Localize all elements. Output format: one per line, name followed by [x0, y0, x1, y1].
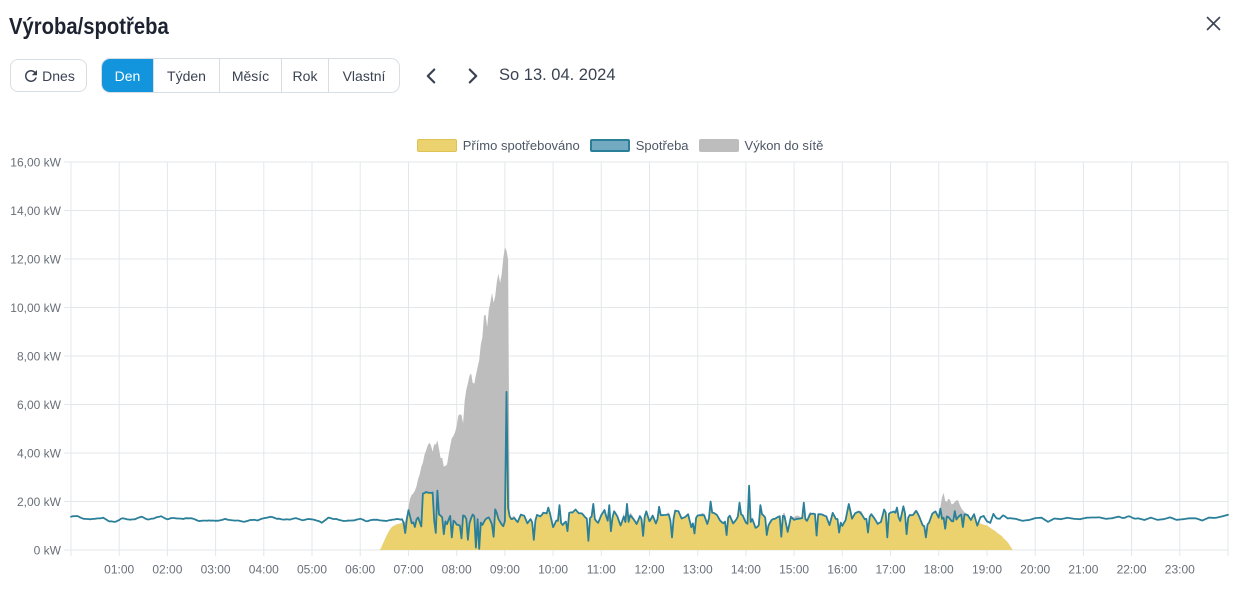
svg-text:08:00: 08:00 — [442, 562, 472, 576]
svg-text:8,00 kW: 8,00 kW — [17, 350, 62, 364]
svg-text:17:00: 17:00 — [875, 562, 905, 576]
svg-text:06:00: 06:00 — [345, 562, 375, 576]
svg-text:19:00: 19:00 — [972, 562, 1002, 576]
svg-text:4,00 kW: 4,00 kW — [17, 447, 62, 461]
svg-text:04:00: 04:00 — [249, 562, 279, 576]
svg-text:21:00: 21:00 — [1068, 562, 1098, 576]
svg-text:13:00: 13:00 — [683, 562, 713, 576]
svg-text:07:00: 07:00 — [393, 562, 423, 576]
svg-text:2,00 kW: 2,00 kW — [17, 495, 62, 509]
svg-text:12,00 kW: 12,00 kW — [10, 253, 61, 267]
svg-text:15:00: 15:00 — [779, 562, 809, 576]
svg-text:18:00: 18:00 — [924, 562, 954, 576]
svg-text:14,00 kW: 14,00 kW — [10, 204, 61, 218]
svg-text:16:00: 16:00 — [827, 562, 857, 576]
svg-text:09:00: 09:00 — [490, 562, 520, 576]
svg-text:10:00: 10:00 — [538, 562, 568, 576]
svg-text:0 kW: 0 kW — [34, 544, 62, 558]
svg-text:12:00: 12:00 — [634, 562, 664, 576]
svg-text:01:00: 01:00 — [104, 562, 134, 576]
svg-text:20:00: 20:00 — [1020, 562, 1050, 576]
svg-text:05:00: 05:00 — [297, 562, 327, 576]
svg-text:22:00: 22:00 — [1117, 562, 1147, 576]
svg-text:10,00 kW: 10,00 kW — [10, 301, 61, 315]
svg-text:11:00: 11:00 — [587, 562, 616, 576]
svg-text:14:00: 14:00 — [731, 562, 761, 576]
svg-text:6,00 kW: 6,00 kW — [17, 398, 62, 412]
svg-text:16,00 kW: 16,00 kW — [10, 156, 61, 170]
svg-text:23:00: 23:00 — [1165, 562, 1195, 576]
svg-text:02:00: 02:00 — [152, 562, 182, 576]
svg-text:03:00: 03:00 — [201, 562, 231, 576]
